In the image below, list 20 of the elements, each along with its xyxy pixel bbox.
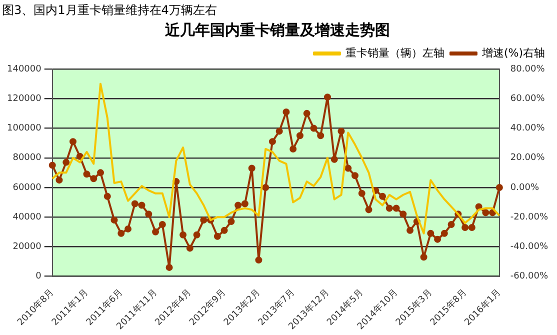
legend-label: 增速(%)右轴 [480, 46, 546, 60]
y2-tick-label: -20.00% [510, 212, 548, 222]
y-tick-label: 100000 [6, 124, 42, 134]
y2-tick-label: 80.00% [510, 64, 546, 74]
y2-tick-label: 20.00% [510, 153, 546, 164]
y-tick-label: 60000 [12, 182, 42, 193]
y-tick-label: 120000 [6, 94, 42, 104]
chart-title: 近几年国内重卡销量及增速走势图 [164, 20, 390, 39]
y2-tick-label: 40.00% [510, 124, 546, 134]
y2-tick-label: 60.00% [510, 94, 546, 104]
y-tick-label: 40000 [12, 212, 42, 222]
caption: 图3、国内1月重卡销量维持在4万辆左右 [1, 2, 218, 19]
y2-tick-label: -40.00% [510, 242, 548, 252]
y2-tick-label: -60.00% [510, 272, 548, 282]
y-tick-label: 140000 [6, 64, 42, 74]
legend-label: 重卡销量（辆）左轴 [345, 46, 444, 60]
y-tick-label: 20000 [12, 242, 42, 252]
y2-tick-label: 0.00% [510, 182, 540, 193]
y-tick-label: 80000 [12, 153, 42, 164]
y-tick-label: 0 [36, 272, 42, 282]
